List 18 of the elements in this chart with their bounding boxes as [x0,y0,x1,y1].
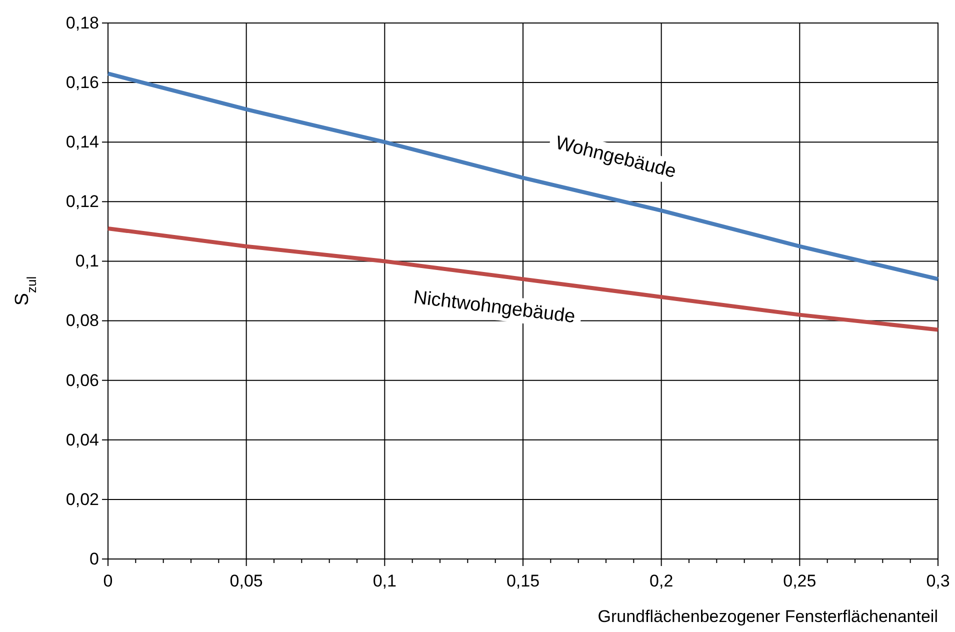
x-tick-label: 0,3 [926,572,950,591]
x-tick-label: 0,25 [783,572,816,591]
y-tick-label: 0,04 [66,430,99,450]
y-tick-label: 0 [90,549,99,568]
y-tick-label: 0,08 [66,311,99,330]
x-tick-label: 0,1 [372,572,396,591]
y-tick-label: 0,14 [66,132,99,152]
y-tick-label: 0,06 [66,370,99,390]
x-tick-label: 0,2 [650,572,674,591]
x-tick-label: 0 [103,572,113,591]
y-tick-label: 0,16 [66,72,99,92]
x-axis-title: Grundflächenbezogener Fensterflächenanteil [598,607,938,626]
y-tick-label: 0,12 [66,192,99,212]
x-tick-label: 0,15 [506,572,540,591]
y-tick-label: 0,1 [75,252,99,271]
x-tick-label: 0,05 [230,572,263,591]
y-tick-label: 0,02 [66,490,99,509]
y-tick-label: 0,18 [66,13,99,32]
